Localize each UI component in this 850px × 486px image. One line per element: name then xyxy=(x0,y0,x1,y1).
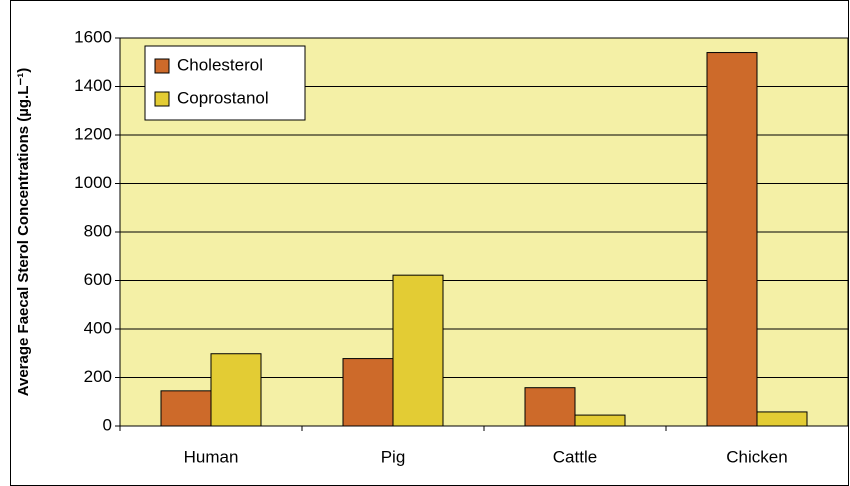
bar xyxy=(756,411,808,427)
y-tick-label: 1200 xyxy=(74,124,112,143)
bar xyxy=(210,353,262,427)
y-tick-label: 1600 xyxy=(74,27,112,46)
x-tick-label: Human xyxy=(184,447,239,466)
legend-label: Coprostanol xyxy=(177,88,269,107)
bar xyxy=(342,358,394,427)
y-tick-label: 600 xyxy=(84,270,112,289)
x-tick-label: Chicken xyxy=(726,447,787,466)
plot-border xyxy=(119,37,849,427)
y-tick-label: 200 xyxy=(84,367,112,386)
y-tick-label: 1000 xyxy=(74,173,112,192)
y-tick-label: 800 xyxy=(84,221,112,240)
legend-label: Cholesterol xyxy=(177,55,263,74)
y-axis-label: Average Faecal Sterol Concentrations (µg… xyxy=(15,68,32,397)
legend-box xyxy=(144,45,306,121)
legend-swatch xyxy=(154,91,170,107)
y-tick-label: 400 xyxy=(84,318,112,337)
bar xyxy=(706,52,758,427)
y-tick-label: 1400 xyxy=(74,76,112,95)
bar xyxy=(392,274,444,427)
bar xyxy=(160,390,212,427)
x-tick-label: Cattle xyxy=(553,447,597,466)
x-tick-label: Pig xyxy=(381,447,406,466)
legend-swatch xyxy=(154,58,170,74)
y-tick-label: 0 xyxy=(103,415,112,434)
bar xyxy=(524,387,576,427)
bar xyxy=(574,414,626,427)
